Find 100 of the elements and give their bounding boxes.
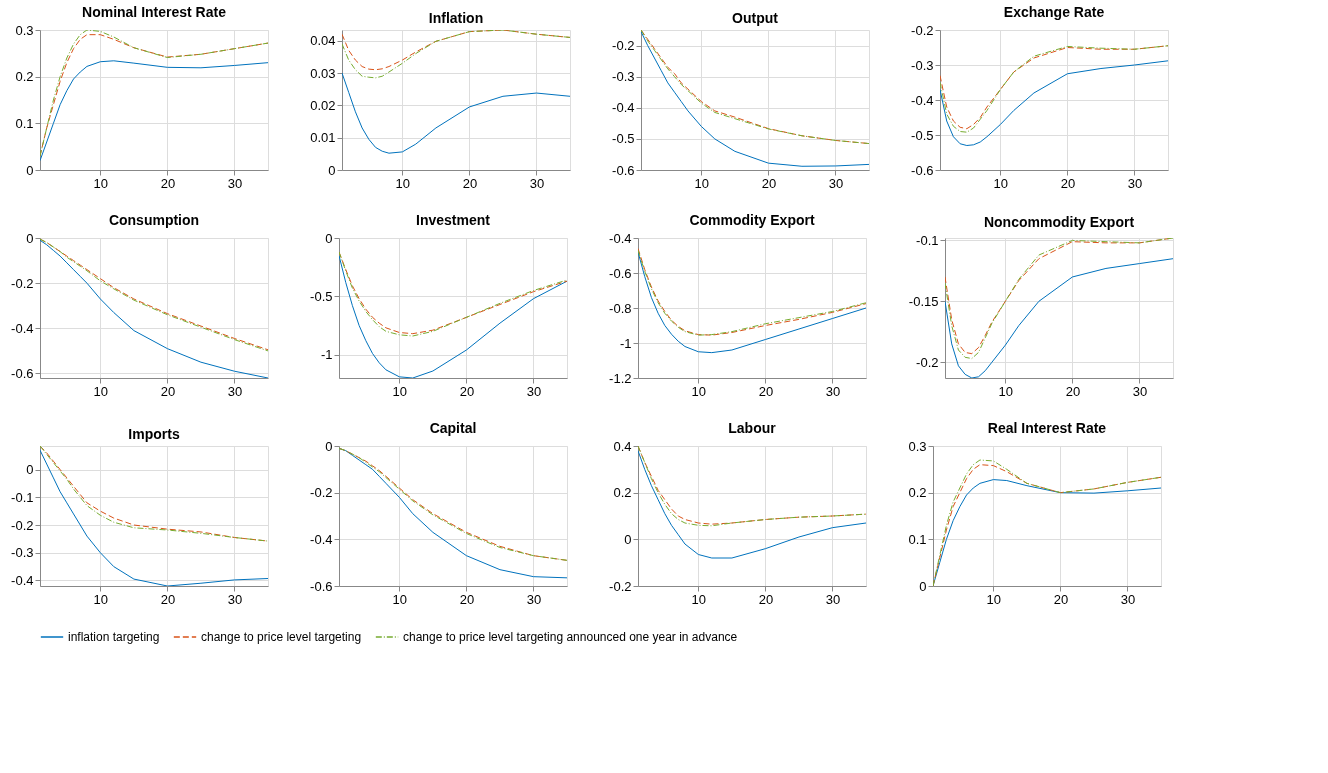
line-series <box>641 31 869 167</box>
x-tick-label: 10 <box>691 383 707 399</box>
x-tick-label: 10 <box>93 383 109 399</box>
chart-title: Real Interest Rate <box>987 420 1107 436</box>
y-tick-label: 0 <box>328 162 336 178</box>
y-tick-label: -0.2 <box>916 354 939 370</box>
y-tick-label: 0.02 <box>310 97 336 113</box>
y-tick-label: -0.4 <box>11 572 34 588</box>
x-tick-label: 10 <box>691 591 707 607</box>
y-tick-label: -0.2 <box>310 485 333 501</box>
y-tick-label: -0.6 <box>609 265 632 281</box>
y-tick-label: 0.3 <box>15 22 34 38</box>
x-tick-label: 20 <box>1053 591 1069 607</box>
chart-title: Consumption <box>108 212 200 228</box>
x-tick-label: 30 <box>1120 591 1136 607</box>
y-tick-label: 0 <box>624 531 632 547</box>
x-tick-label: 20 <box>462 175 478 191</box>
y-tick-label: -0.3 <box>612 69 635 85</box>
line-series <box>342 72 570 154</box>
y-tick-label: 0 <box>26 462 34 478</box>
y-tick-label: 0 <box>325 230 333 246</box>
chart-title: Output <box>732 10 779 26</box>
x-tick-label: 20 <box>1065 383 1081 399</box>
y-tick-label: -0.3 <box>911 57 934 73</box>
line-series <box>638 251 866 354</box>
y-tick-label: -0.2 <box>609 578 632 594</box>
x-tick-label: 30 <box>1127 175 1143 191</box>
legend-label: change to price level targeting <box>201 630 362 644</box>
x-tick-label: 10 <box>395 175 411 191</box>
y-tick-label: -0.4 <box>612 100 635 116</box>
y-tick-label: -0.5 <box>911 127 934 143</box>
x-tick-label: 30 <box>825 591 841 607</box>
y-tick-label: -0.5 <box>612 131 635 147</box>
x-tick-label: 20 <box>459 383 475 399</box>
x-tick-label: 30 <box>227 383 243 399</box>
y-tick-label: -0.2 <box>911 22 934 38</box>
line-series <box>940 60 1168 146</box>
y-tick-label: -1.2 <box>609 370 632 386</box>
y-tick-label: -0.6 <box>11 365 34 381</box>
y-tick-label: -0.2 <box>612 38 635 54</box>
x-tick-label: 30 <box>526 591 542 607</box>
y-tick-label: -0.6 <box>612 162 635 178</box>
y-tick-label: -0.4 <box>911 92 934 108</box>
y-tick-label: -0.1 <box>11 489 34 505</box>
line-series <box>40 446 268 542</box>
x-tick-label: 20 <box>758 383 774 399</box>
y-tick-label: 0 <box>325 438 333 454</box>
x-tick-label: 20 <box>1060 175 1076 191</box>
x-tick-label: 20 <box>160 175 176 191</box>
x-tick-label: 20 <box>761 175 777 191</box>
line-series <box>342 30 570 79</box>
x-tick-label: 10 <box>694 175 710 191</box>
y-tick-label: 0 <box>919 578 927 594</box>
chart-title: Noncommodity Export <box>983 214 1135 231</box>
y-tick-label: -0.4 <box>609 230 632 246</box>
line-series <box>641 30 869 145</box>
y-tick-label: -0.15 <box>908 293 939 309</box>
x-tick-label: 30 <box>227 175 243 191</box>
y-tick-label: 0.3 <box>908 438 927 454</box>
y-tick-label: 0.2 <box>15 69 34 85</box>
y-tick-label: -0.8 <box>609 300 632 316</box>
x-tick-label: 30 <box>825 383 841 399</box>
y-tick-label: 0.4 <box>613 438 632 454</box>
y-tick-label: -0.5 <box>310 288 333 304</box>
x-tick-label: 10 <box>93 175 109 191</box>
chart-title: Investment <box>416 212 491 228</box>
y-tick-label: -0.4 <box>310 531 333 547</box>
y-tick-label: 0 <box>26 162 34 178</box>
x-tick-label: 10 <box>392 383 408 399</box>
x-tick-label: 10 <box>93 591 109 607</box>
x-tick-label: 30 <box>828 175 844 191</box>
y-tick-label: -0.2 <box>11 275 34 291</box>
y-tick-label: 0 <box>26 230 34 246</box>
chart-title: Nominal Interest Rate <box>82 4 227 20</box>
x-tick-label: 30 <box>526 383 542 399</box>
x-tick-label: 10 <box>993 175 1009 191</box>
chart-title: Exchange Rate <box>1003 4 1105 20</box>
y-tick-label: -0.3 <box>11 545 34 561</box>
x-tick-label: 10 <box>998 383 1014 399</box>
chart-title: Labour <box>728 420 777 436</box>
line-series <box>40 449 268 586</box>
legend-label: change to price level targeting announced one year in advance <box>403 630 738 644</box>
x-tick-label: 20 <box>160 591 176 607</box>
y-tick-label: 0.03 <box>310 65 336 81</box>
y-tick-label: -0.6 <box>310 578 333 594</box>
y-tick-label: 0.1 <box>15 115 34 131</box>
y-tick-label: -0.4 <box>11 320 34 336</box>
chart-title: Imports <box>128 426 180 442</box>
y-tick-label: 0.2 <box>908 485 927 501</box>
x-tick-label: 20 <box>758 591 774 607</box>
chart-title: Capital <box>429 420 477 436</box>
x-tick-label: 30 <box>227 591 243 607</box>
chart-title: Inflation <box>428 10 484 26</box>
x-tick-label: 20 <box>459 591 475 607</box>
y-tick-label: 0.04 <box>310 33 336 49</box>
line-series <box>40 60 268 162</box>
y-tick-label: -1 <box>320 347 333 363</box>
legend-label: inflation targeting <box>68 630 160 644</box>
chart-title: Commodity Export <box>689 212 815 228</box>
x-tick-label: 10 <box>986 591 1002 607</box>
